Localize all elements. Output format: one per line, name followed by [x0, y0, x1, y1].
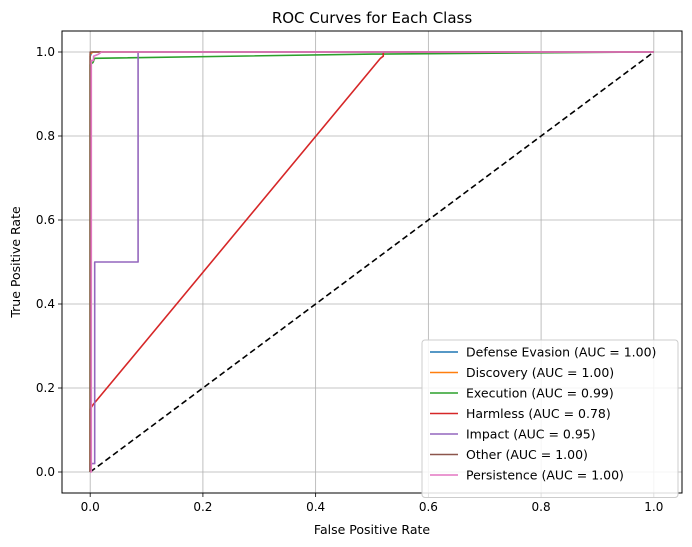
- legend-label-6: Persistence (AUC = 1.00): [466, 468, 624, 483]
- y-tick-label: 0.2: [36, 381, 55, 395]
- x-tick-label: 0.2: [193, 500, 212, 514]
- plot-frame: [61, 30, 683, 494]
- grid: [62, 31, 682, 493]
- legend-label-4: Impact (AUC = 0.95): [466, 427, 596, 442]
- x-axis-label: False Positive Rate: [314, 522, 430, 537]
- legend-label-3: Harmless (AUC = 0.78): [466, 406, 611, 421]
- x-tick-label: 1.0: [644, 500, 663, 514]
- chance-diagonal-line: [89, 51, 655, 473]
- legend-label-1: Discovery (AUC = 1.00): [466, 365, 614, 380]
- diagonal-layer: [89, 51, 655, 473]
- y-tick-label: 0.0: [36, 465, 55, 479]
- legend: Defense Evasion (AUC = 1.00) Discovery (A…: [421, 339, 679, 498]
- y-axis-label: True Positive Rate: [8, 206, 23, 319]
- legend-label-2: Execution (AUC = 0.99): [466, 386, 614, 401]
- chart-title: ROC Curves for Each Class: [272, 9, 473, 27]
- legend-label-0: Defense Evasion (AUC = 1.00): [466, 345, 656, 360]
- y-tick-label: 1.0: [36, 45, 55, 59]
- legend-box: [421, 339, 679, 498]
- x-tick-label: 0.0: [81, 500, 100, 514]
- series-line-6: [90, 51, 654, 473]
- legend-label-5: Other (AUC = 1.00): [466, 447, 588, 462]
- x-tick-label: 0.6: [419, 500, 438, 514]
- y-tick-label: 0.4: [36, 297, 55, 311]
- ticks: 0.0 0.2 0.4 0.6 0.8 1.0 0.0 0.2 0.4 0.6 0.8 1.0: [36, 45, 663, 514]
- y-tick-label: 0.8: [36, 129, 55, 143]
- series-layer: [89, 51, 654, 473]
- y-tick-label: 0.6: [36, 213, 55, 227]
- x-tick-label: 0.4: [306, 500, 325, 514]
- x-tick-label: 0.8: [532, 500, 551, 514]
